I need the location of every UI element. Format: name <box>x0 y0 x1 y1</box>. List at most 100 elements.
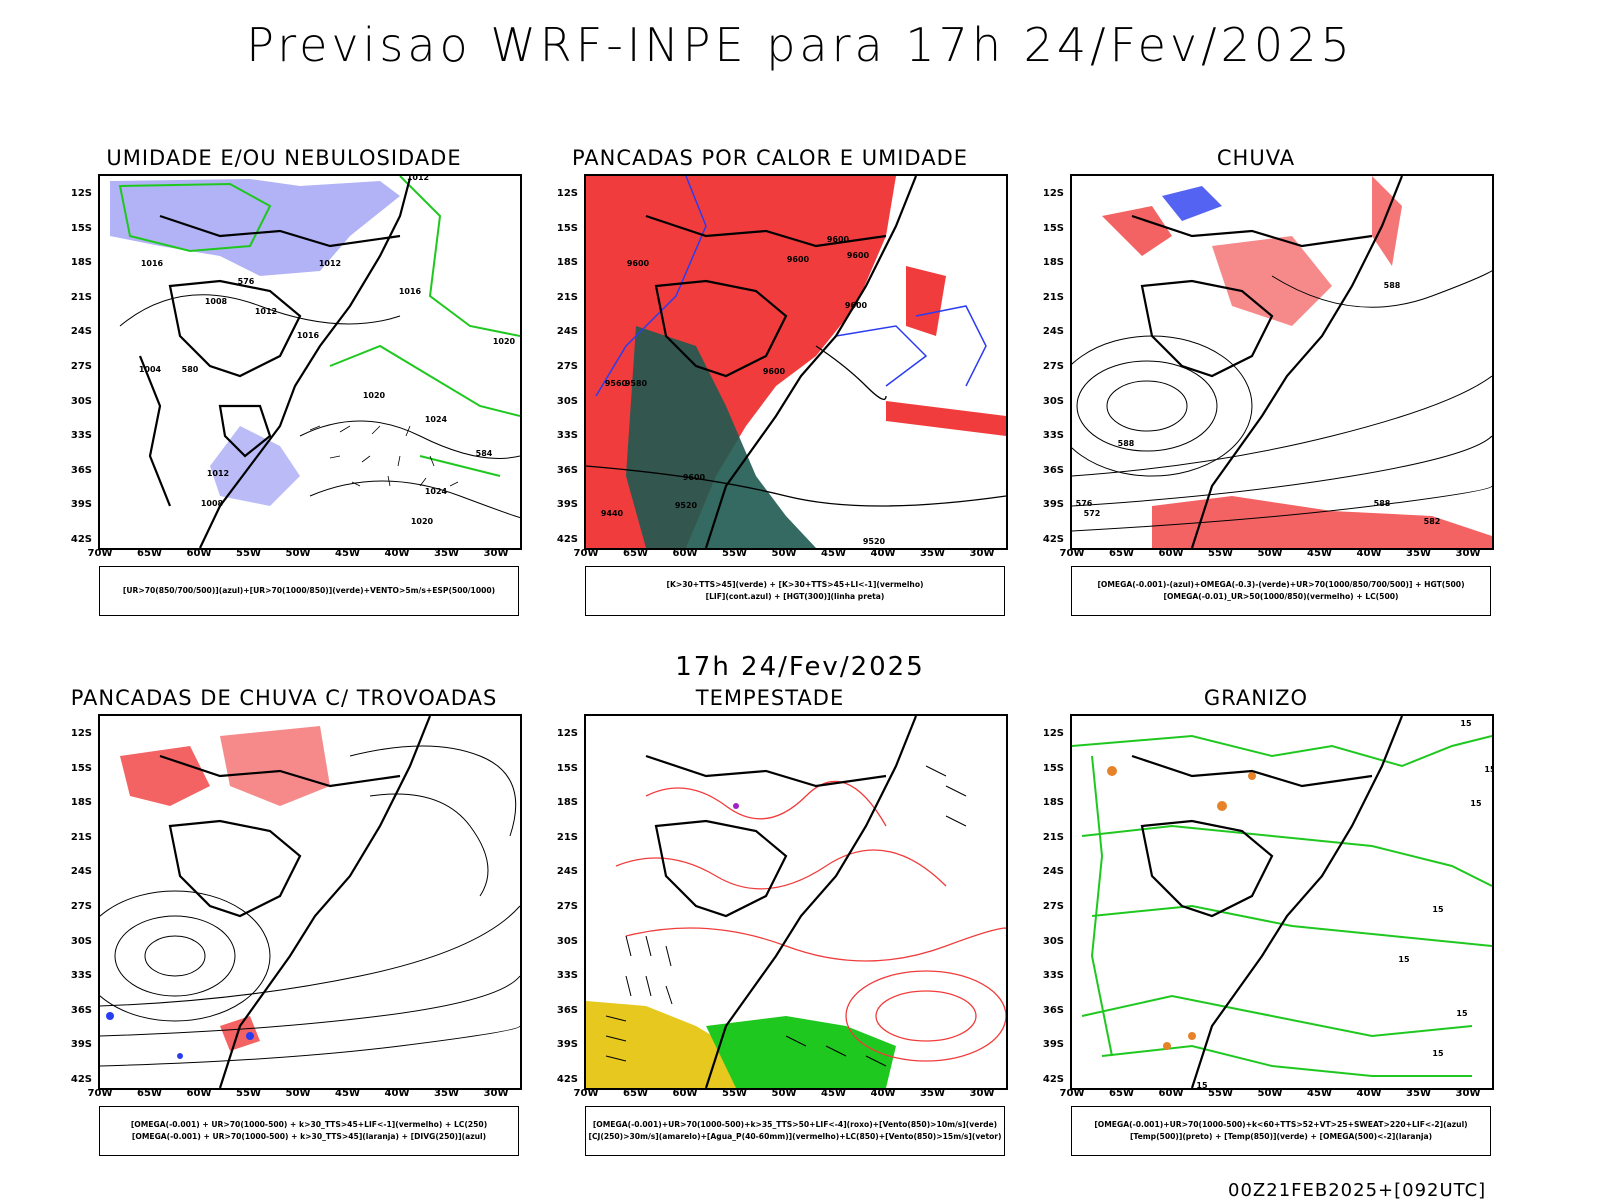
contour-value-label: 9520 <box>675 501 698 510</box>
lat-tick-label: 21S <box>70 831 92 843</box>
model-run-label: 00Z21FEB2025+[092UTC] <box>1228 1180 1487 1201</box>
panel-pancadas-trovoadas: PANCADAS DE CHUVA C/ TROVOADAS 12S 15S 18S… <box>54 686 522 1176</box>
contour-value-label: 582 <box>1424 517 1441 526</box>
panel-tempestade: TEMPESTADE 12S 15S 18S 21S 24S 27S 30S 33S 36S 39… <box>540 686 1008 1176</box>
lat-tick-label: 42S <box>1042 1074 1064 1085</box>
panel-title: PANCADAS DE CHUVA C/ TROVOADAS <box>70 686 498 710</box>
lon-tick-label: 55W <box>1208 548 1233 559</box>
contour-value-label: 580 <box>182 365 199 374</box>
lon-tick-label: 55W <box>722 1088 747 1099</box>
contour-value-label: 1008 <box>205 297 228 306</box>
lat-axis: 12S 15S 18S 21S 24S 27S 30S 33S 36S 39S 42S <box>540 174 582 550</box>
contour-value-label: 9580 <box>625 379 648 388</box>
lon-tick-label: 40W <box>1356 1088 1382 1099</box>
lat-tick-label: 42S <box>556 1074 578 1085</box>
lat-tick-label: 36S <box>556 1004 578 1016</box>
lon-tick-label: 60W <box>1158 548 1184 559</box>
lat-tick-label: 27S <box>1042 361 1064 372</box>
contour-value-label: 576 <box>1076 499 1093 508</box>
contour-value-label: 588 <box>1118 439 1135 448</box>
map-chuva: 588 588 576 572 588 582 <box>1070 174 1494 550</box>
lon-tick-label: 60W <box>186 1088 212 1099</box>
panel-umidade: UMIDADE E/OU NEBULOSIDADE 12S 15S 18S 21S 24… <box>54 146 522 636</box>
lon-tick-label: 30W <box>483 1088 509 1099</box>
lat-tick-label: 18S <box>1042 257 1064 269</box>
lat-tick-label: 42S <box>70 534 92 545</box>
streamlines <box>100 745 520 1067</box>
fill-layer <box>106 726 330 1059</box>
lat-tick-label: 12S <box>1042 728 1064 739</box>
geo-borders <box>1131 176 1404 548</box>
contour-value-label: 576 <box>238 277 255 286</box>
lat-tick-label: 39S <box>70 499 92 511</box>
panel-pancadas-calor: PANCADAS POR CALOR E UMIDADE 12S 15S 18S 21… <box>540 146 1008 636</box>
lon-tick-label: 55W <box>236 548 261 559</box>
lon-tick-label: 35W <box>920 1088 945 1099</box>
lat-axis: 12S 15S 18S 21S 24S 27S 30S 33S 36S 39S 42S <box>54 714 96 1090</box>
contours <box>586 345 1006 507</box>
lat-tick-label: 12S <box>70 728 92 739</box>
contour-value-label: 1008 <box>201 499 224 508</box>
lat-tick-label: 33S <box>556 970 578 982</box>
panel-granizo: GRANIZO 12S 15S 18S 21S 24S 27S 30S 33S 36S 39S 42… <box>1026 686 1494 1176</box>
lon-tick-label: 45W <box>1307 1088 1332 1099</box>
contour-value-label: 15 <box>1432 905 1444 914</box>
lat-tick-label: 36S <box>1042 1004 1064 1016</box>
fill-layer <box>1102 176 1492 548</box>
lon-tick-label: 35W <box>920 548 945 559</box>
lat-tick-label: 12S <box>70 188 92 199</box>
lat-tick-label: 15S <box>1042 762 1064 774</box>
legend-line: [OMEGA(-0.001)+UR>70(1000-500)+k>35_TTS>… <box>592 1120 998 1129</box>
lon-tick-label: 35W <box>434 548 459 559</box>
lon-tick-label: 65W <box>137 548 162 559</box>
lon-axis: 70W 65W 60W 55W 50W 45W 40W 35W 30W <box>1060 548 1494 562</box>
contour-value-label: 1016 <box>399 287 422 296</box>
lon-tick-label: 50W <box>1257 548 1283 559</box>
fill-layer <box>586 176 1006 548</box>
lat-tick-label: 21S <box>556 291 578 303</box>
main-title: Previsao WRF-INPE para 17h 24/Fev/2025 <box>246 18 1354 72</box>
lon-tick-label: 40W <box>870 548 896 559</box>
legend-line: [OMEGA(-0.001) + UR>70(1000-500) + k>30_… <box>131 1132 487 1141</box>
wind-vectors <box>309 425 459 487</box>
lon-tick-label: 50W <box>285 1088 311 1099</box>
lon-tick-label: 40W <box>1356 548 1382 559</box>
lon-tick-label: 65W <box>1109 1088 1134 1099</box>
lon-tick-label: 60W <box>186 548 212 559</box>
contour-value-label: 15 <box>1484 765 1492 774</box>
lon-tick-label: 35W <box>434 1088 459 1099</box>
lat-tick-label: 18S <box>556 257 578 269</box>
lat-tick-label: 42S <box>70 1074 92 1085</box>
lat-tick-label: 27S <box>70 901 92 912</box>
map-pancadas-calor: 9600 9600 9600 9600 9580 9560 9600 9600 9520 9440… <box>584 174 1008 550</box>
legend-line: [OMEGA(-0.001)+UR>70(1000-500)+k<60+TTS>… <box>1094 1120 1468 1129</box>
lon-tick-label: 30W <box>483 548 509 559</box>
panel-chuva: CHUVA 12S 15S 18S 21S 24S 27S 30S 33S 36S 39S 42S <box>1026 146 1494 636</box>
lat-tick-label: 24S <box>1042 326 1064 338</box>
legend-line: [LIF](cont.azul) + [HGT(300)](linha pret… <box>705 592 885 601</box>
lat-tick-label: 24S <box>1042 866 1064 878</box>
panel-title: TEMPESTADE <box>695 686 845 710</box>
contour-value-label: 1012 <box>255 307 277 316</box>
geo-borders <box>645 176 918 548</box>
lat-tick-label: 36S <box>556 464 578 476</box>
lat-tick-label: 36S <box>70 1004 92 1016</box>
lat-tick-label: 33S <box>556 430 578 442</box>
lat-tick-label: 15S <box>70 222 92 234</box>
lat-tick-label: 42S <box>1042 534 1064 545</box>
contour-value-label: 9520 <box>863 537 886 546</box>
contour-value-label: 1024 <box>425 415 448 424</box>
lon-tick-label: 55W <box>722 548 747 559</box>
lat-tick-label: 39S <box>556 499 578 511</box>
panel-title: PANCADAS POR CALOR E UMIDADE <box>571 146 969 170</box>
contour-value-label: 15 <box>1456 1009 1468 1018</box>
lon-tick-label: 60W <box>672 1088 698 1099</box>
forecast-time-title: 17h 24/Fev/2025 <box>675 652 925 682</box>
lat-tick-label: 30S <box>1042 395 1064 407</box>
lon-tick-label: 50W <box>1257 1088 1283 1099</box>
lat-tick-label: 24S <box>556 866 578 878</box>
lon-tick-label: 50W <box>285 548 311 559</box>
lon-tick-label: 60W <box>1158 1088 1184 1099</box>
contour-value-label: 9440 <box>601 509 624 518</box>
